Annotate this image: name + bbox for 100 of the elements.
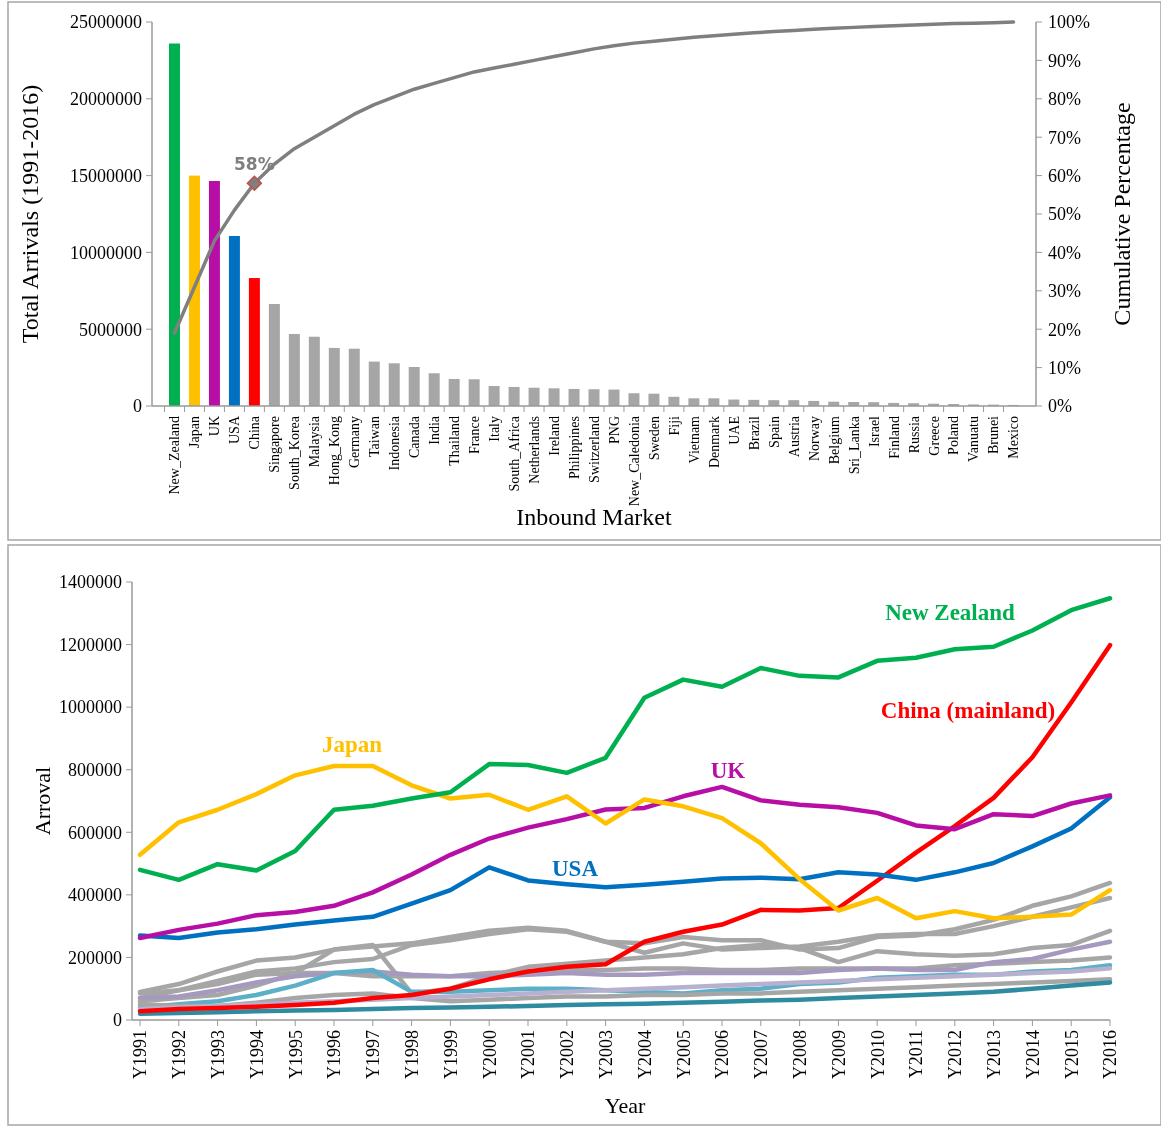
x-tick-label: Switzerland xyxy=(586,416,602,483)
x-tick-label: Netherlands xyxy=(526,416,542,484)
x-tick-label: Belgium xyxy=(826,415,842,465)
y2-tick-label: 50% xyxy=(1048,204,1081,225)
y-tick-label: 800000 xyxy=(68,760,122,781)
x-tick-label: Y2010 xyxy=(867,1030,888,1079)
y-tick-label: 600000 xyxy=(68,822,122,843)
x-tick-label: Y2002 xyxy=(557,1030,578,1079)
x-tick-label: New_Zealand xyxy=(167,416,183,495)
x-tick-label: UK xyxy=(207,416,223,437)
x-tick-label: Canada xyxy=(407,415,423,458)
y2-tick-label: 0% xyxy=(1048,396,1072,417)
y2-tick-label: 90% xyxy=(1048,50,1081,71)
x-tick-label: Denmark xyxy=(706,416,722,469)
x-tick-label: Poland xyxy=(946,416,962,455)
x-tick-label: Thailand xyxy=(447,416,463,466)
x-tick-label: Israel xyxy=(866,415,882,448)
x-tick-label: Spain xyxy=(766,416,782,448)
x-tick-label: Sri_Lanka xyxy=(846,415,862,475)
x-tick-label: Brazil xyxy=(746,415,762,451)
x-tick-label: New_Caledonia xyxy=(626,415,642,507)
x-tick-label: Austria xyxy=(786,415,802,458)
x-tick-label: Y1993 xyxy=(207,1030,228,1079)
x-tick-label: Y2013 xyxy=(983,1030,1004,1079)
x-tick-label: Sweden xyxy=(646,416,662,461)
series-label: UK xyxy=(710,758,746,784)
x-tick-label: Y2011 xyxy=(906,1030,927,1079)
x-tick-label: Y2006 xyxy=(712,1030,733,1079)
x-tick-label: Mexico xyxy=(1006,416,1022,459)
y2-tick-label: 30% xyxy=(1048,281,1081,302)
x-tick-label: Russia xyxy=(906,415,922,454)
x-tick-label: Japan xyxy=(187,416,203,448)
y-tick-label: 20000000 xyxy=(70,89,142,110)
y-axis-title: Total Arrivals (1991-2016) xyxy=(17,84,43,344)
x-tick-label: Y2014 xyxy=(1022,1030,1043,1079)
x-tick-label: Y2008 xyxy=(789,1030,810,1079)
x-tick-label: Y2000 xyxy=(479,1030,500,1079)
y2-tick-label: 100% xyxy=(1048,12,1090,33)
x-tick-label: Y2015 xyxy=(1061,1030,1082,1079)
x-tick-label: Y1996 xyxy=(324,1030,345,1079)
series-label: New Zealand xyxy=(885,600,1016,626)
x-tick-label: Y2003 xyxy=(595,1030,616,1079)
x-tick-label: Malaysia xyxy=(307,415,323,468)
x-tick-label: Y1997 xyxy=(363,1030,384,1079)
y-tick-label: 25000000 xyxy=(70,12,142,33)
x-tick-label: Hong_Kong xyxy=(327,416,343,486)
y-tick-label: 200000 xyxy=(68,947,122,968)
x-tick-label: Norway xyxy=(806,416,822,462)
x-tick-label: Philippines xyxy=(566,416,582,480)
x-tick-label: UAE xyxy=(726,416,742,445)
x-tick-label: PNG xyxy=(606,416,622,445)
series-label: Japan xyxy=(321,732,383,758)
x-tick-label: Y1992 xyxy=(169,1030,190,1079)
x-tick-label: Greece xyxy=(926,416,942,456)
x-tick-label: Y1999 xyxy=(440,1030,461,1079)
x-tick-label: Y2001 xyxy=(518,1030,539,1079)
x-tick-label: Vietnam xyxy=(686,415,702,464)
x-tick-label: Taiwan xyxy=(367,416,383,458)
series-label: China (mainland) xyxy=(880,698,1056,724)
x-tick-label: Italy xyxy=(487,416,503,442)
x-tick-label: Singapore xyxy=(267,416,283,473)
y2-tick-label: 70% xyxy=(1048,127,1081,148)
x-tick-label: Y2005 xyxy=(673,1030,694,1079)
x-tick-label: Vanuatu xyxy=(966,416,982,462)
y2-tick-label: 10% xyxy=(1048,357,1081,378)
y2-axis-title: Cumulative Percentage xyxy=(1109,102,1135,326)
x-tick-label: USA xyxy=(227,415,243,445)
x-tick-label: Ireland xyxy=(546,416,562,456)
y2-tick-label: 60% xyxy=(1048,165,1081,186)
x-tick-label: Indonesia xyxy=(387,415,403,471)
x-tick-label: France xyxy=(467,416,483,455)
x-tick-label: Y2009 xyxy=(828,1030,849,1079)
y-tick-label: 1400000 xyxy=(59,572,122,593)
x-axis-title: Year xyxy=(604,1093,646,1118)
x-tick-label: Y1995 xyxy=(285,1030,306,1079)
y2-tick-label: 40% xyxy=(1048,242,1081,263)
series-label: USA xyxy=(551,856,599,882)
x-tick-label: Y2004 xyxy=(634,1030,655,1079)
y-tick-label: 400000 xyxy=(68,885,122,906)
y2-tick-label: 20% xyxy=(1048,319,1081,340)
x-tick-label: China xyxy=(247,415,263,450)
y-tick-label: 1000000 xyxy=(59,697,122,718)
y-tick-label: 5000000 xyxy=(79,319,142,340)
x-tick-label: Brunei xyxy=(986,415,1002,455)
y-axis-title: Arroval xyxy=(30,766,55,836)
x-tick-label: South_Africa xyxy=(506,415,522,492)
y-tick-label: 1200000 xyxy=(59,634,122,655)
x-tick-label: Y1994 xyxy=(246,1030,267,1079)
y-tick-label: 15000000 xyxy=(70,165,142,186)
y2-tick-label: 80% xyxy=(1048,89,1081,110)
x-tick-label: South_Korea xyxy=(287,415,303,490)
x-tick-label: Y2007 xyxy=(751,1030,772,1079)
x-tick-label: India xyxy=(427,415,443,445)
x-tick-label: Y2012 xyxy=(945,1030,966,1079)
x-tick-label: Y2016 xyxy=(1100,1030,1121,1079)
x-tick-label: Y1998 xyxy=(401,1030,422,1079)
y-tick-label: 0 xyxy=(113,1010,122,1031)
y-tick-label: 10000000 xyxy=(70,242,142,263)
x-tick-label: Fiji xyxy=(666,415,682,436)
x-tick-label: Finland xyxy=(886,416,902,459)
